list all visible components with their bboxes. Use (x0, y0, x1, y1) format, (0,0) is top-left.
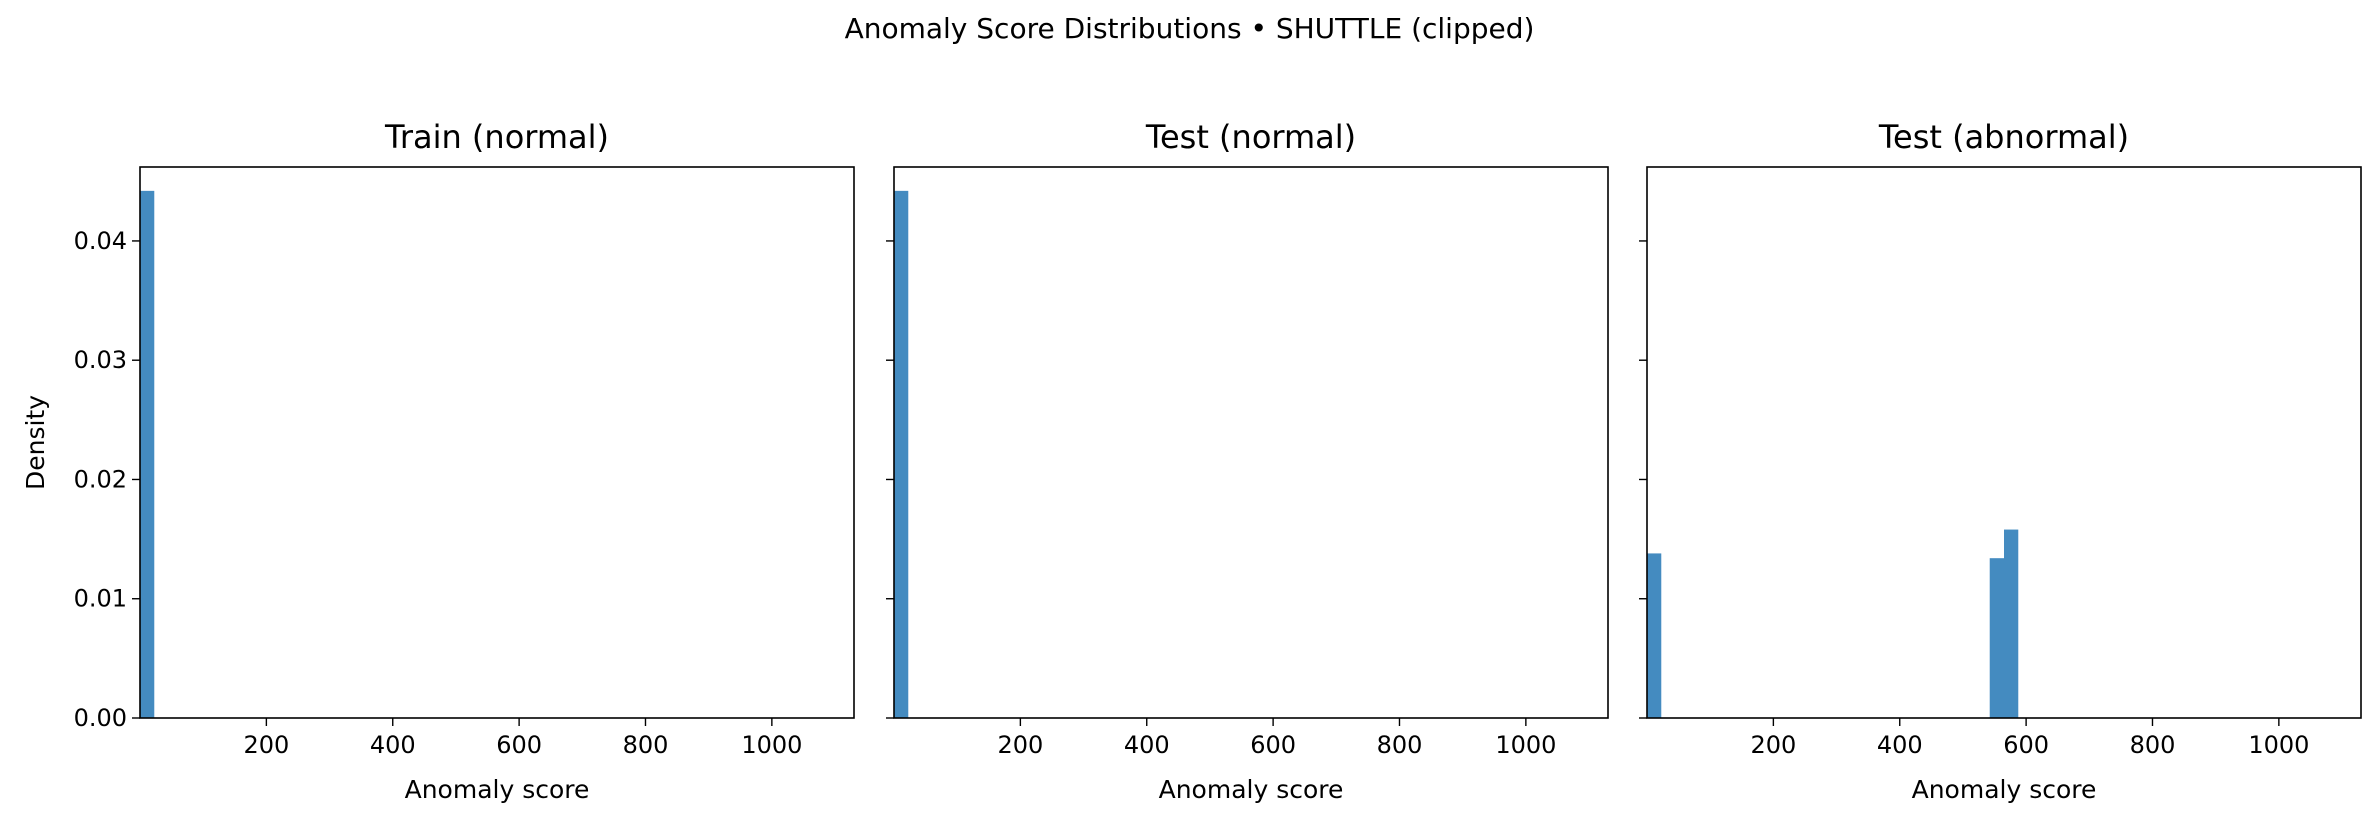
x-tick-label: 1000 (741, 731, 802, 759)
x-tick-label: 1000 (2248, 731, 2309, 759)
subplot-title: Train (normal) (384, 118, 609, 156)
x-axis-label: Anomaly score (405, 775, 590, 804)
histogram-bar (1647, 553, 1662, 718)
histogram-bar (2004, 529, 2019, 718)
x-tick-label: 600 (2003, 731, 2049, 759)
y-axis-label: Density (21, 395, 50, 490)
x-axis-label: Anomaly score (1912, 775, 2097, 804)
x-tick-label: 600 (1250, 731, 1296, 759)
subplot-2: 200 400 600 800 1000 Test (normal) Anomaly sco… (886, 118, 1609, 804)
x-tick-label: 400 (370, 731, 416, 759)
x-tick-label: 200 (1750, 731, 1796, 759)
subplot-title: Test (normal) (1145, 118, 1356, 156)
x-tick-label: 600 (496, 731, 542, 759)
x-tick-label: 800 (2130, 731, 2176, 759)
histogram-bar (140, 190, 155, 719)
axes-frame (893, 166, 1609, 719)
y-tick-label: 0.02 (74, 465, 127, 493)
x-tick-label: 800 (623, 731, 669, 759)
axes-frame (139, 166, 855, 719)
x-tick-label: 400 (1124, 731, 1170, 759)
y-tick-label: 0.04 (74, 227, 127, 255)
histogram-bar (1989, 558, 2004, 718)
axes-frame (1646, 166, 2362, 719)
subplot-1: 200 400 600 800 1000 0.00 0.01 0.02 0.03 0.04 Trai… (21, 118, 855, 804)
y-tick-label: 0.00 (74, 704, 127, 732)
y-tick-label: 0.03 (74, 346, 127, 374)
x-tick-label: 200 (243, 731, 289, 759)
x-tick-label: 200 (997, 731, 1043, 759)
x-tick-label: 800 (1377, 731, 1423, 759)
subplot-3: 200 400 600 800 1000 Test (abnormal) Anomaly s… (1639, 118, 2362, 804)
x-axis-label: Anomaly score (1159, 775, 1344, 804)
subplot-title: Test (abnormal) (1878, 118, 2129, 156)
histogram-bar (894, 190, 909, 719)
figure-title: Anomaly Score Distributions • SHUTTLE (c… (844, 12, 1535, 45)
x-tick-label: 400 (1877, 731, 1923, 759)
x-tick-label: 1000 (1495, 731, 1556, 759)
y-tick-label: 0.01 (74, 585, 127, 613)
